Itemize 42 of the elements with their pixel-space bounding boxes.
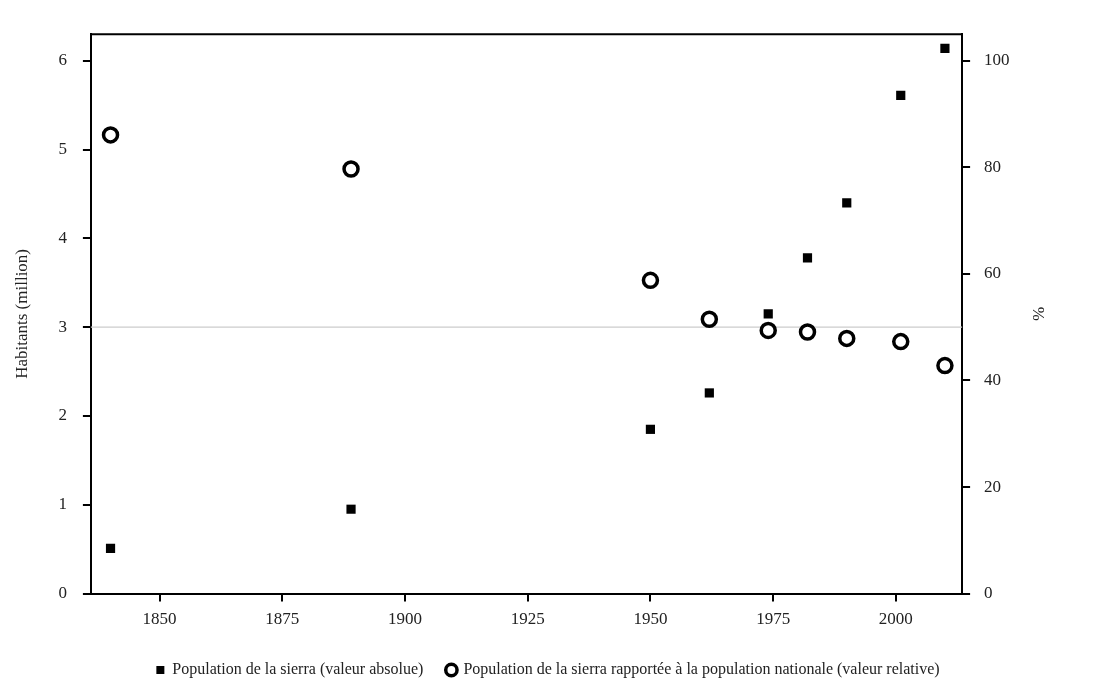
point: [645, 424, 656, 434]
x-tick-label: 1975: [756, 609, 791, 629]
legend-label: Population de la sierra rapportée à la population nationale (valeur relative): [463, 660, 940, 679]
x-tick-label: 1875: [265, 609, 300, 629]
y-tick-label: 6: [58, 50, 67, 70]
y2-axis-title: %: [1029, 306, 1049, 321]
point: [759, 321, 777, 340]
point: [940, 43, 950, 53]
y2-tick-label: 100: [984, 50, 1010, 70]
y-axis-title: Habitants (million): [11, 248, 31, 379]
y-tick-label: 0: [58, 583, 67, 603]
point: [700, 310, 719, 328]
y-tick-label: 3: [58, 316, 67, 336]
y2-tick-label: 20: [984, 476, 1002, 496]
legend-label: Population de la sierra (valeur absolue): [172, 660, 424, 679]
point: [838, 329, 856, 348]
point: [641, 271, 660, 290]
y2-tick-label: 60: [984, 263, 1002, 283]
y-tick-label: 4: [58, 227, 68, 247]
point: [802, 253, 813, 263]
point: [763, 309, 773, 319]
x-tick-label: 1900: [388, 609, 423, 629]
x-tick-label: 2000: [878, 609, 913, 629]
x-tick-label: 1950: [633, 609, 668, 629]
point: [105, 543, 116, 553]
y2-tick-label: 0: [984, 583, 993, 603]
point: [798, 323, 817, 341]
x-tick-label: 1850: [142, 609, 177, 629]
y2-tick-label: 80: [984, 156, 1002, 176]
x-tick-label: 1925: [510, 609, 545, 629]
y2-tick-label: 40: [984, 369, 1002, 389]
point: [346, 504, 356, 514]
y-tick-label: 2: [58, 405, 67, 425]
y-tick-label: 5: [58, 139, 67, 159]
point: [892, 332, 910, 351]
point: [101, 126, 120, 144]
point: [936, 356, 954, 375]
point: [342, 160, 360, 178]
y-tick-label: 1: [58, 494, 67, 514]
point: [704, 388, 714, 398]
point: [896, 90, 906, 101]
point: [842, 198, 852, 208]
